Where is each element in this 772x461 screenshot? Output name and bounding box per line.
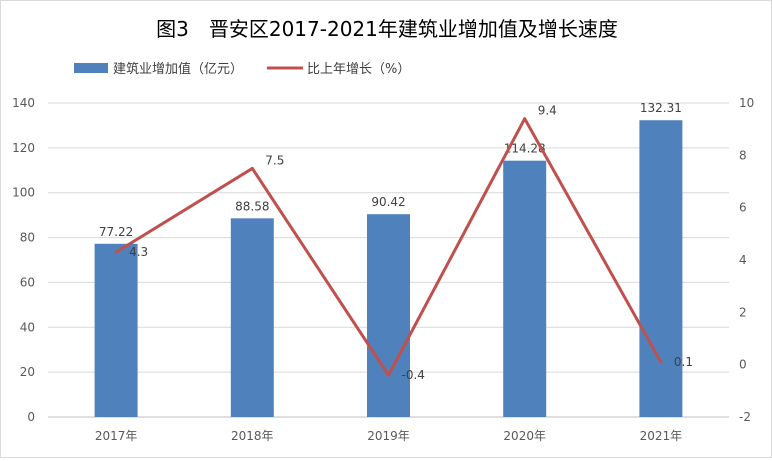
y-left-tick-label: 140: [12, 96, 35, 110]
y-right-tick-label: 4: [739, 253, 747, 267]
y-right-tick-label: -2: [739, 410, 751, 424]
y-right-tick-label: 0: [739, 358, 747, 372]
line-point: [387, 373, 390, 377]
y-left-tick-label: 20: [20, 365, 35, 379]
y-left-tick-label: 120: [12, 141, 35, 155]
y-right-tick-label: 10: [739, 96, 754, 110]
line-point: [659, 360, 663, 364]
bar-data-label: 88.58: [235, 199, 269, 213]
y-right-tick-label: 2: [739, 305, 747, 319]
legend-line-label: 比上年增长（%）: [307, 62, 410, 77]
bar: [367, 214, 410, 417]
legend-bar-swatch: [74, 63, 108, 73]
line-data-label: 9.4: [538, 104, 557, 118]
bar: [94, 243, 138, 417]
y-left-tick-label: 40: [20, 320, 35, 334]
bar-data-label: 90.42: [371, 195, 405, 209]
x-tick-label: 2018年: [231, 429, 274, 443]
bar-data-labels: 77.22 88.58 90.42 114.28 132.31: [99, 101, 682, 239]
x-tick-label: 2020年: [503, 429, 546, 443]
bar: [639, 120, 683, 418]
x-tick-label: 2017年: [95, 429, 138, 443]
bar-series: [94, 120, 683, 418]
line-data-labels: 4.3 7.5 -0.4 9.4 0.1: [129, 104, 693, 382]
line-data-label: -0.4: [402, 368, 425, 382]
line-data-label: 4.3: [129, 245, 148, 259]
y-left-tick-label: 100: [12, 186, 35, 200]
y-right-tick-label: 8: [739, 148, 747, 162]
bar: [503, 160, 547, 417]
y-left-tick-label: 80: [20, 231, 35, 245]
x-axis: 2017年 2018年 2019年 2020年 2021年: [48, 416, 729, 443]
y-left-tick-label: 60: [20, 275, 35, 289]
line-point: [523, 117, 527, 121]
legend: 建筑业增加值（亿元） 比上年增长（%）: [74, 61, 410, 77]
y-right-tick-label: 6: [739, 201, 747, 215]
y-axis-right: -2 0 2 4 6 8 10: [739, 96, 754, 424]
line-series: [114, 117, 663, 377]
x-tick-label: 2019年: [367, 429, 410, 443]
bar-data-label: 77.22: [99, 225, 133, 239]
line-point: [114, 250, 118, 254]
line-data-label: 7.5: [265, 153, 284, 167]
bar: [230, 218, 274, 417]
bar-data-label: 132.31: [640, 101, 682, 115]
line-data-label: 0.1: [674, 355, 693, 369]
legend-bar-label: 建筑业增加值（亿元）: [113, 61, 243, 77]
y-axis-left: 0 20 40 60 80 100 120 140: [12, 96, 35, 424]
bar-data-label: 114.28: [504, 142, 546, 156]
line-point: [250, 166, 254, 170]
y-left-tick-label: 0: [27, 410, 35, 424]
chart-title: 图3 晋安区2017-2021年建筑业增加值及增长速度: [156, 17, 618, 41]
x-tick-label: 2021年: [640, 429, 683, 443]
